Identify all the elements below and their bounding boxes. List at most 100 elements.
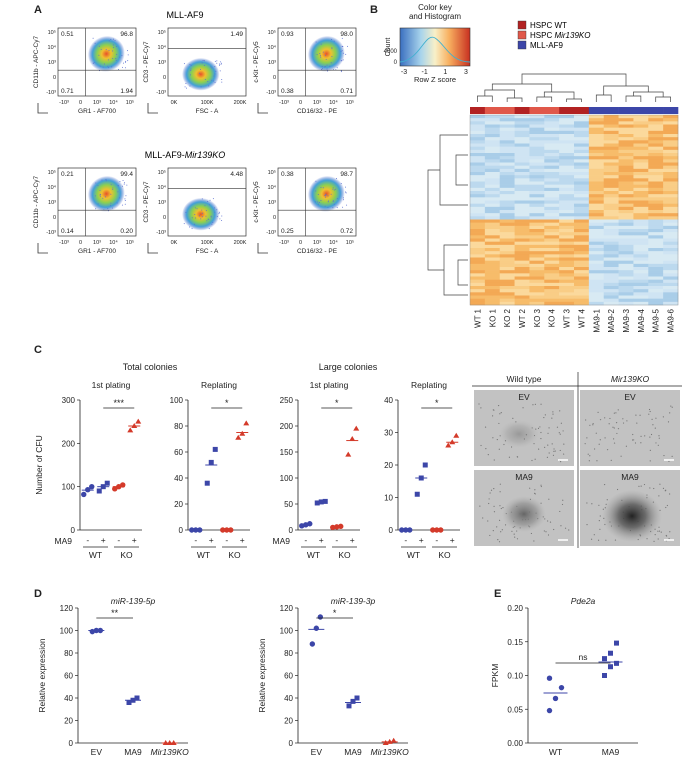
heatmap-cell [514, 244, 530, 249]
heatmap-cell [588, 270, 605, 274]
micrograph-cell-dot [586, 524, 588, 526]
heatmap-cell [574, 260, 590, 265]
heatmap-cell [484, 279, 501, 284]
micrograph-cell-dot [650, 433, 653, 436]
heatmap-cell [648, 235, 664, 239]
flow-event-dot [193, 223, 195, 225]
expression-category-label: Mir139KO [371, 747, 410, 757]
heatmap-cell [603, 222, 619, 227]
micrograph-cell-dot [622, 422, 625, 424]
heatmap-cell [648, 175, 664, 179]
heatmap-cell [663, 263, 679, 268]
heatmap-cell [663, 232, 679, 236]
colony-blob [602, 490, 662, 542]
heatmap-cell [603, 254, 619, 258]
y-tick-label: 300 [62, 396, 76, 405]
flow-y-tick-label: 10⁴ [48, 44, 57, 51]
heatmap-cell [499, 263, 515, 268]
heatmap-cell [574, 263, 590, 268]
heatmap-cell [544, 115, 560, 119]
flow-event-dot [183, 63, 185, 65]
heatmap-cell [618, 222, 634, 227]
heatmap-cell [603, 235, 619, 239]
micrograph-cell-dot [548, 498, 550, 500]
flow-quadrant-ur: 4.48 [230, 171, 243, 178]
flow-event-dot [213, 75, 215, 77]
micrograph-cell-dot [551, 417, 553, 419]
flow-event-dot [112, 47, 114, 49]
flow-event-dot [316, 54, 318, 56]
dendrogram-branch [521, 73, 627, 86]
heatmap-cell [484, 286, 501, 290]
flow-event-dot [340, 71, 342, 73]
heatmap-cell [618, 124, 634, 128]
heatmap-cell [603, 210, 619, 214]
heatmap-cell [663, 172, 679, 176]
flow-y-tick-label: 10⁵ [158, 169, 166, 176]
dendrogram-branch [457, 259, 468, 286]
heatmap-cell [529, 172, 545, 176]
heatmap-cell [588, 267, 605, 271]
flow-event-dot [95, 182, 97, 184]
heatmap-cell [470, 115, 486, 119]
heatmap-cell [648, 184, 664, 189]
pde2a-data-point [558, 684, 565, 691]
heatmap-cell [499, 165, 515, 170]
micrograph-cell-dot [540, 437, 542, 440]
heatmap-cell [484, 282, 501, 287]
heatmap-cell [603, 134, 619, 138]
column-group-bar [559, 107, 575, 114]
flow-event-dot [333, 203, 335, 205]
heatmap-cell [574, 197, 590, 201]
heatmap-cell [544, 235, 560, 239]
heatmap-cell [588, 282, 605, 287]
flow-event-dot [208, 85, 210, 87]
heatmap-cell [574, 156, 590, 160]
flow-y-tick-label: 10⁴ [268, 44, 277, 51]
flow-event-dot [325, 196, 327, 198]
micro-col-header-wt: Wild type [507, 374, 542, 384]
heatmap-cell [603, 213, 619, 217]
heatmap-cell [648, 203, 664, 208]
colony-blob [502, 496, 546, 532]
flow-event-dot [341, 60, 343, 62]
flow-x-tick-label: -10³ [59, 240, 69, 246]
colony-chart-title: 1st plating [310, 380, 349, 390]
heatmap-cell [618, 210, 634, 214]
flow-event-dot [121, 55, 123, 57]
heatmap-cell [514, 175, 530, 179]
heatmap-cell [484, 292, 501, 296]
flow-x-tick-label: 0 [299, 100, 302, 106]
heatmap-cell [603, 276, 619, 280]
heatmap-cell [588, 235, 605, 239]
flow-event-dot [112, 58, 114, 60]
micrograph-cell-dot [598, 443, 600, 445]
heatmap-cell [663, 203, 679, 208]
heatmap-cell [559, 273, 575, 277]
flow-x-axis-label: FSC - A [196, 248, 219, 255]
genotype-label-wt: WT [197, 550, 210, 560]
micrograph-cell-dot [635, 414, 637, 416]
heatmap-cell [648, 134, 664, 138]
micrograph-cell-dot [586, 502, 588, 504]
heatmap-cell [588, 143, 605, 147]
heatmap-cell [588, 197, 605, 201]
y-tick-label: 100 [280, 474, 294, 483]
heatmap-cell [529, 146, 545, 151]
micrograph-cell-dot [652, 424, 654, 426]
heatmap-cell [484, 130, 501, 135]
micrograph-cell-dot [651, 418, 653, 420]
flow-x-tick-label: 10³ [93, 100, 101, 106]
heatmap-cell [559, 270, 575, 274]
flow-event-dot [324, 194, 326, 196]
micrograph-cell-dot [659, 483, 661, 485]
heatmap-cell [633, 238, 649, 242]
heatmap-cell [470, 200, 486, 204]
heatmap-cell [618, 282, 634, 287]
micrograph-cell-dot [560, 422, 562, 424]
heatmap-cell [574, 168, 590, 173]
flow-event-dot [98, 45, 100, 47]
heatmap-cell [574, 172, 590, 176]
heatmap-cell [663, 175, 679, 179]
